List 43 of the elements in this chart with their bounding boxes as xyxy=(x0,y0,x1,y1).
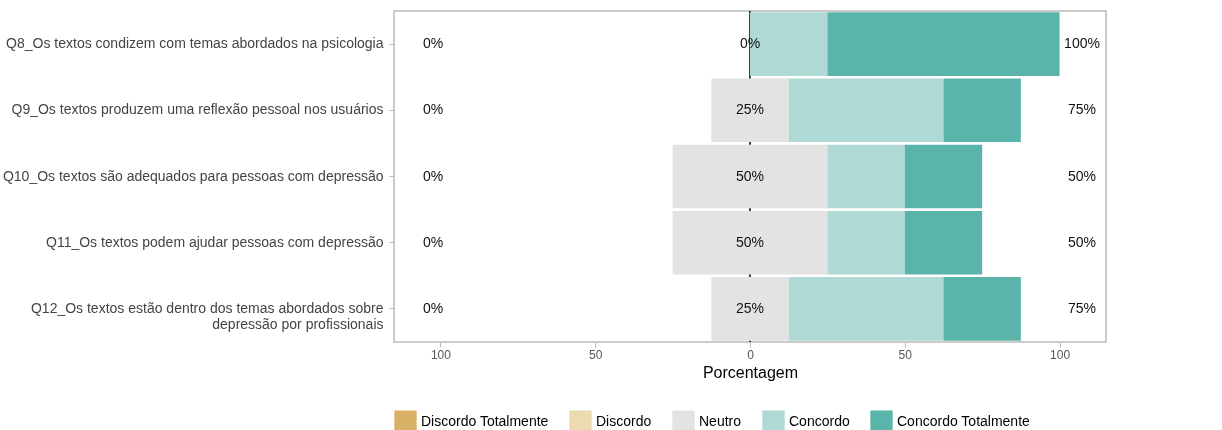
x-axis-title: Porcentagem xyxy=(702,363,799,381)
legend-label: Concordo Totalmente xyxy=(897,412,1031,429)
bar xyxy=(788,277,944,341)
bar xyxy=(827,144,905,209)
bar xyxy=(711,78,789,143)
bar xyxy=(827,210,905,275)
bar xyxy=(711,277,789,341)
bar xyxy=(943,78,1021,143)
bar xyxy=(904,210,983,275)
y-tick-label: Q11_Os textos podem ajudar pessoas com depressão xyxy=(46,233,384,250)
bar xyxy=(672,144,828,209)
x-tick-label: 50 xyxy=(589,347,603,362)
bar xyxy=(672,210,828,275)
data-label: 50% xyxy=(735,167,765,184)
annotation: 50% xyxy=(1067,167,1097,184)
data-label: 50% xyxy=(735,233,765,250)
y-tick-label: Q12_Os textos estão dentro dos temas abordados sobre depressão por profissionais xyxy=(30,299,384,332)
bar xyxy=(827,12,1060,76)
annotation: 100% xyxy=(1064,35,1100,52)
annotation: 50% xyxy=(1067,233,1097,250)
x-tick-label: 100 xyxy=(1050,347,1071,362)
legend-label: Concordo xyxy=(789,412,850,429)
bar xyxy=(904,144,983,209)
legend-label: Discordo xyxy=(596,412,652,429)
annotation: 0% xyxy=(422,299,444,316)
bar xyxy=(788,78,944,143)
x-tick-label: 100 xyxy=(430,347,452,362)
data-label: 25% xyxy=(735,101,765,118)
x-tick-label: 0 xyxy=(747,347,755,362)
y-tick-label: Q9_Os textos produzem uma reflexão pessoal nos usuários xyxy=(11,101,384,118)
annotation: 0% xyxy=(422,101,444,118)
annotation: 75% xyxy=(1067,299,1097,316)
legend-label: Neutro xyxy=(699,412,742,429)
y-tick-label: Q10_Os textos são adequados para pessoas com depressão xyxy=(2,167,384,184)
x-tick-label: 50 xyxy=(898,347,913,362)
y-tick-label: Q8_Os textos condizem com temas abordados na psicologia xyxy=(6,35,384,52)
annotation: 75% xyxy=(1067,101,1097,118)
data-label: 25% xyxy=(735,299,765,316)
bar xyxy=(943,277,1021,341)
annotation: 0% xyxy=(422,167,444,184)
legend-label: Discordo Totalmente xyxy=(421,412,549,429)
annotation: 0% xyxy=(422,35,444,52)
annotation: 0% xyxy=(422,233,444,250)
